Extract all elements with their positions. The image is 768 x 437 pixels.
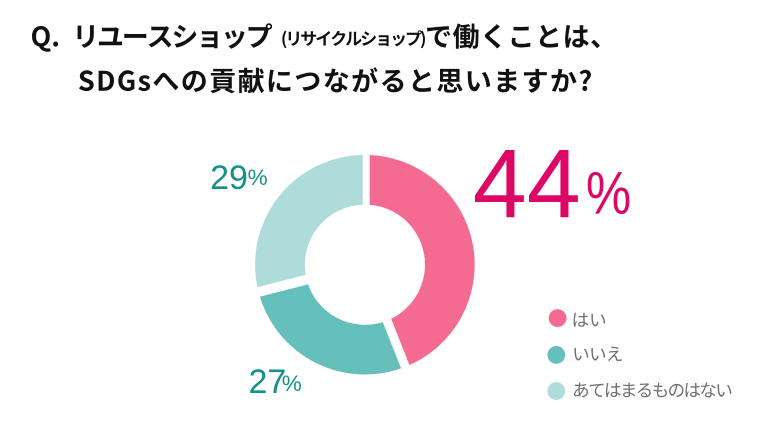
svg-text:27: 27 [249,363,287,401]
svg-text:%: % [586,160,631,227]
svg-text:44: 44 [473,129,581,238]
svg-text:%: % [248,165,268,190]
svg-text:%: % [282,371,302,396]
svg-text:29: 29 [210,159,248,197]
